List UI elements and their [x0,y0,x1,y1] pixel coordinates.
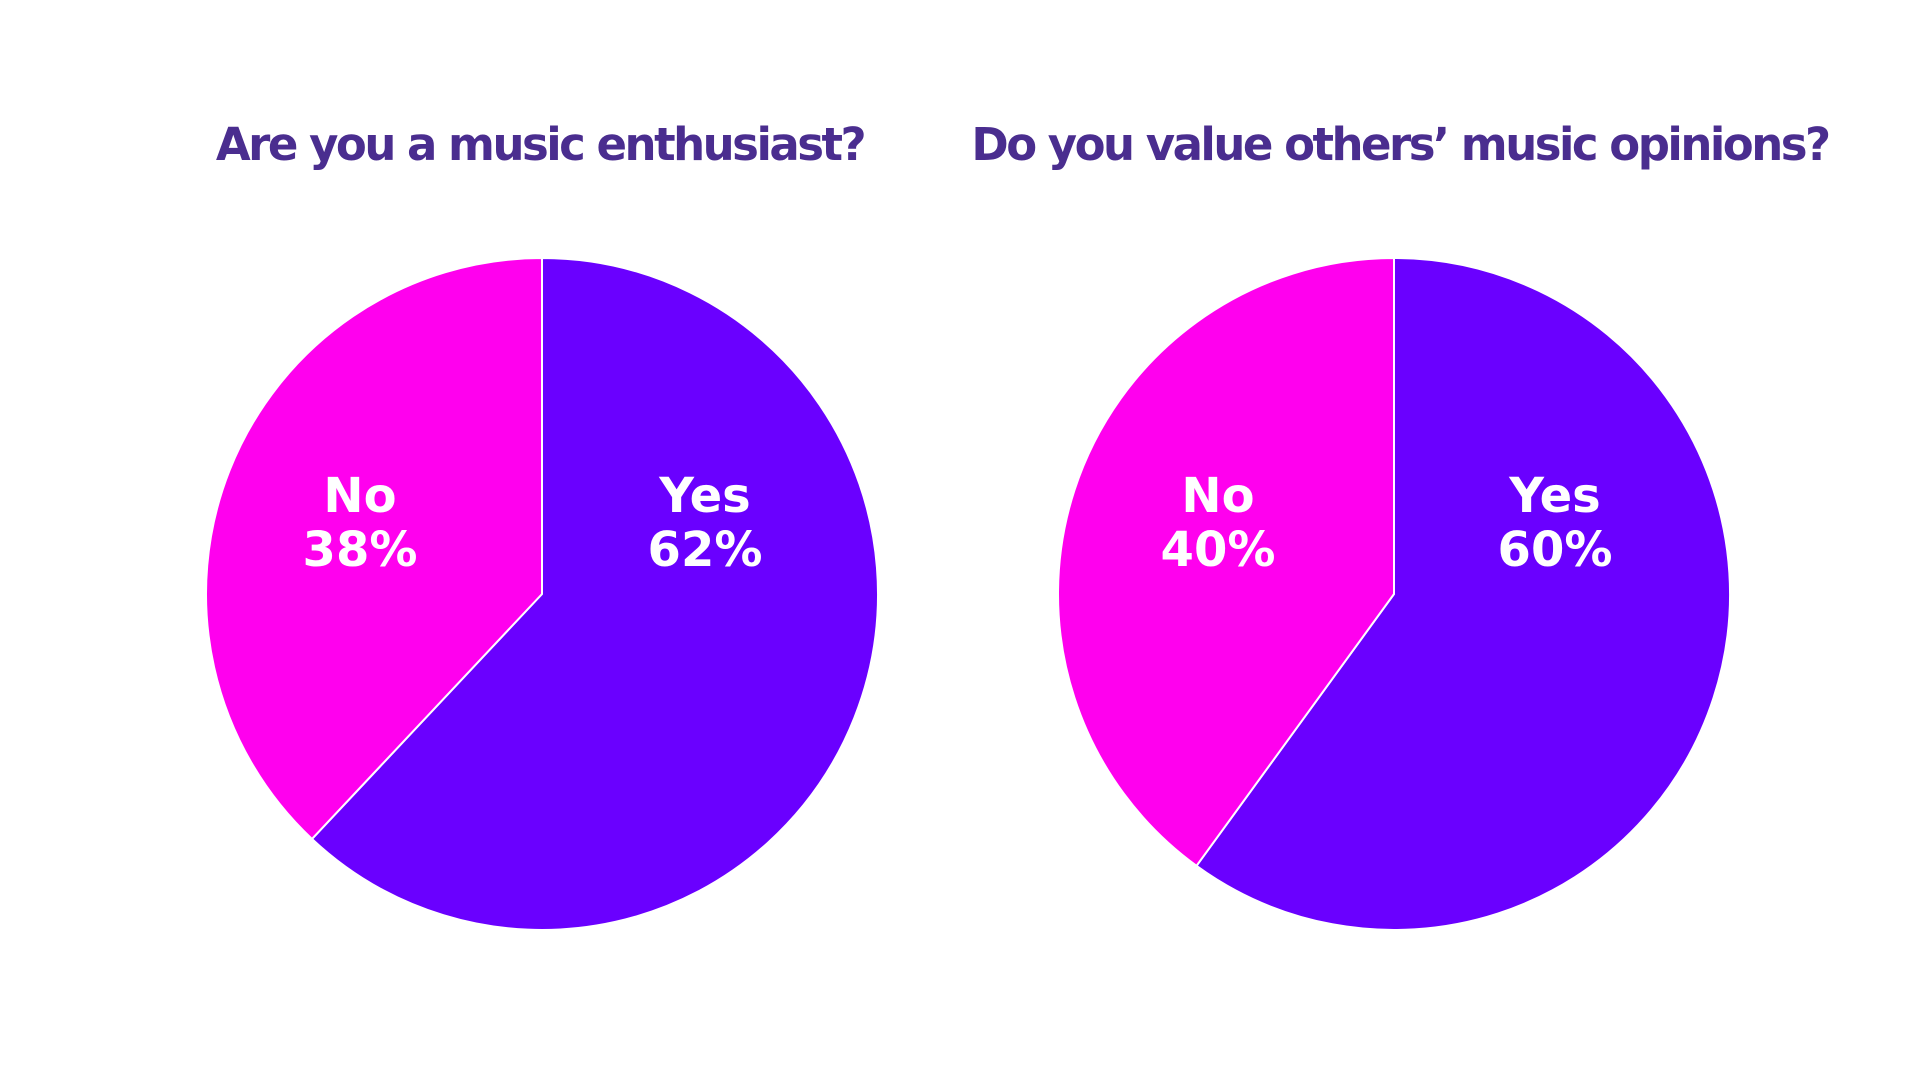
slice-label-yes-value-opinions: Yes [1508,468,1600,524]
pie-slice-no-value-opinions [1056,256,1395,868]
slice-label-no-value-opinions: No [1181,468,1254,524]
slice-value-no-music-enthusiast: 38% [303,522,418,578]
slice-value-yes-music-enthusiast: 62% [648,522,763,578]
slice-value-yes-value-opinions: 60% [1498,522,1613,578]
chart-title-value-opinions: Do you value others’ music opinions? [971,118,1831,171]
pie-slice-no-music-enthusiast [205,256,543,841]
slice-value-no-value-opinions: 40% [1161,522,1276,578]
slice-label-no-music-enthusiast: No [323,468,396,524]
pie-slice-yes-value-opinions [1195,256,1731,931]
chart-title-music-enthusiast: Are you a music enthusiast? [215,118,867,171]
pie-slice-yes-music-enthusiast [310,256,879,931]
slice-label-yes-music-enthusiast: Yes [658,468,750,524]
